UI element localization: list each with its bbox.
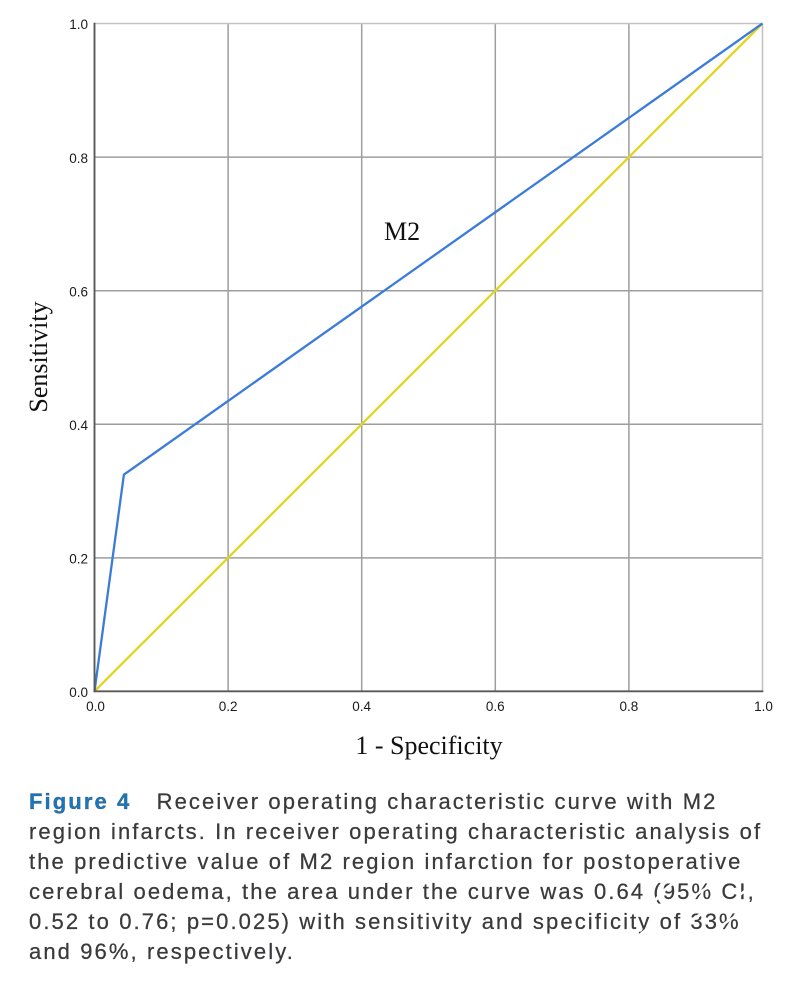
svg-text:0.2: 0.2 <box>69 552 88 567</box>
svg-text:0.4: 0.4 <box>352 699 371 714</box>
svg-text:Sensitivity: Sensitivity <box>24 301 53 412</box>
svg-text:1.0: 1.0 <box>754 699 773 714</box>
svg-text:0.6: 0.6 <box>486 699 505 714</box>
svg-text:M2: M2 <box>384 217 420 246</box>
svg-text:0.8: 0.8 <box>69 151 88 166</box>
svg-text:0.4: 0.4 <box>69 418 88 433</box>
svg-text:0.8: 0.8 <box>620 699 639 714</box>
svg-text:0.2: 0.2 <box>219 699 238 714</box>
svg-text:1 - Specificity: 1 - Specificity <box>355 731 502 760</box>
svg-text:1.0: 1.0 <box>69 17 88 32</box>
svg-text:0.0: 0.0 <box>69 685 88 700</box>
svg-text:0.6: 0.6 <box>69 284 88 299</box>
svg-text:0.0: 0.0 <box>86 699 105 714</box>
